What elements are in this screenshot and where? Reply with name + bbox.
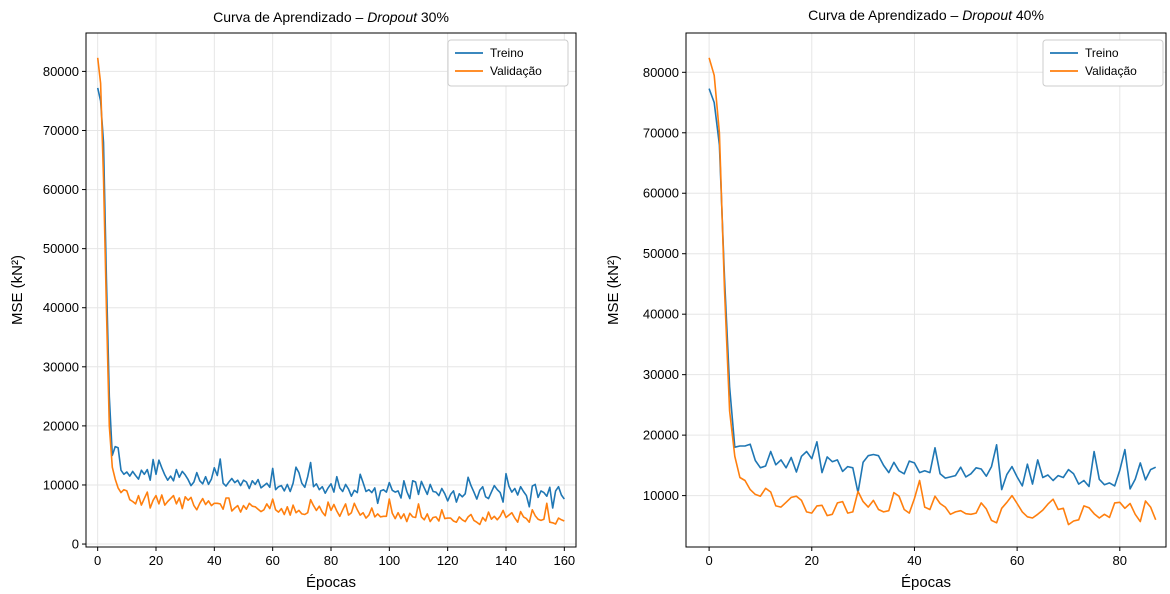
x-tick-label: 20 — [149, 553, 163, 568]
y-tick-label: 80000 — [643, 65, 679, 80]
x-tick-label: 60 — [1010, 553, 1024, 568]
x-tick-label: 40 — [207, 553, 221, 568]
y-tick-label: 60000 — [43, 182, 79, 197]
legend-box — [447, 39, 569, 87]
y-tick-label: 70000 — [643, 125, 679, 140]
x-axis-label: Épocas — [306, 574, 356, 591]
chart-title: Curva de Aprendizado – Dropout 40% — [808, 7, 1044, 23]
legend-label: Treino — [1085, 46, 1119, 60]
legend-label: Validação — [490, 64, 542, 78]
y-tick-label: 50000 — [643, 246, 679, 261]
legend-box — [1042, 39, 1164, 87]
x-tick-label: 100 — [378, 553, 400, 568]
y-tick-label: 0 — [72, 537, 79, 552]
series-line-validacao — [708, 57, 1157, 526]
series-line-treino — [708, 88, 1157, 494]
chart-panel-1: 0 20 40 60 80 100 120 140 160 0 10000 20000 30000 400… — [9, 9, 577, 591]
chart-title: Curva de Aprendizado – Dropout 30% — [213, 9, 449, 25]
chart-panel-2: 0 20 40 60 80 10000 20000 30000 40000 50000 60000 7… — [605, 7, 1167, 591]
y-tick-label: 30000 — [643, 367, 679, 382]
x-tick-label: 60 — [265, 553, 279, 568]
series-line-treino — [96, 87, 565, 509]
x-tick-label: 160 — [553, 553, 575, 568]
y-tick-label: 40000 — [643, 307, 679, 322]
y-tick-label: 20000 — [643, 428, 679, 443]
x-tick-label: 80 — [324, 553, 338, 568]
y-axis-label: MSE (kN²) — [9, 255, 26, 325]
y-tick-label: 10000 — [643, 488, 679, 503]
legend-label: Treino — [490, 46, 524, 60]
series-line-validacao — [96, 57, 565, 526]
y-tick-label: 20000 — [43, 418, 79, 433]
x-tick-label: 0 — [94, 553, 101, 568]
legend-label: Validação — [1085, 64, 1137, 78]
y-tick-label: 70000 — [43, 123, 79, 138]
x-tick-label: 80 — [1113, 553, 1127, 568]
y-tick-label: 40000 — [43, 300, 79, 315]
y-tick-label: 10000 — [43, 477, 79, 492]
y-tick-label: 30000 — [43, 359, 79, 374]
x-tick-label: 40 — [907, 553, 921, 568]
x-tick-label: 140 — [495, 553, 517, 568]
x-tick-label: 20 — [805, 553, 819, 568]
x-tick-label: 0 — [705, 553, 712, 568]
x-axis-label: Épocas — [901, 574, 951, 591]
y-tick-label: 50000 — [43, 241, 79, 256]
legend: Treino Validação — [1042, 39, 1164, 87]
legend: Treino Validação — [447, 39, 569, 87]
y-tick-label: 80000 — [43, 64, 79, 79]
x-tick-label: 120 — [437, 553, 459, 568]
y-axis-label: MSE (kN²) — [605, 255, 622, 325]
y-tick-label: 60000 — [643, 186, 679, 201]
plot-frame — [685, 32, 1167, 548]
